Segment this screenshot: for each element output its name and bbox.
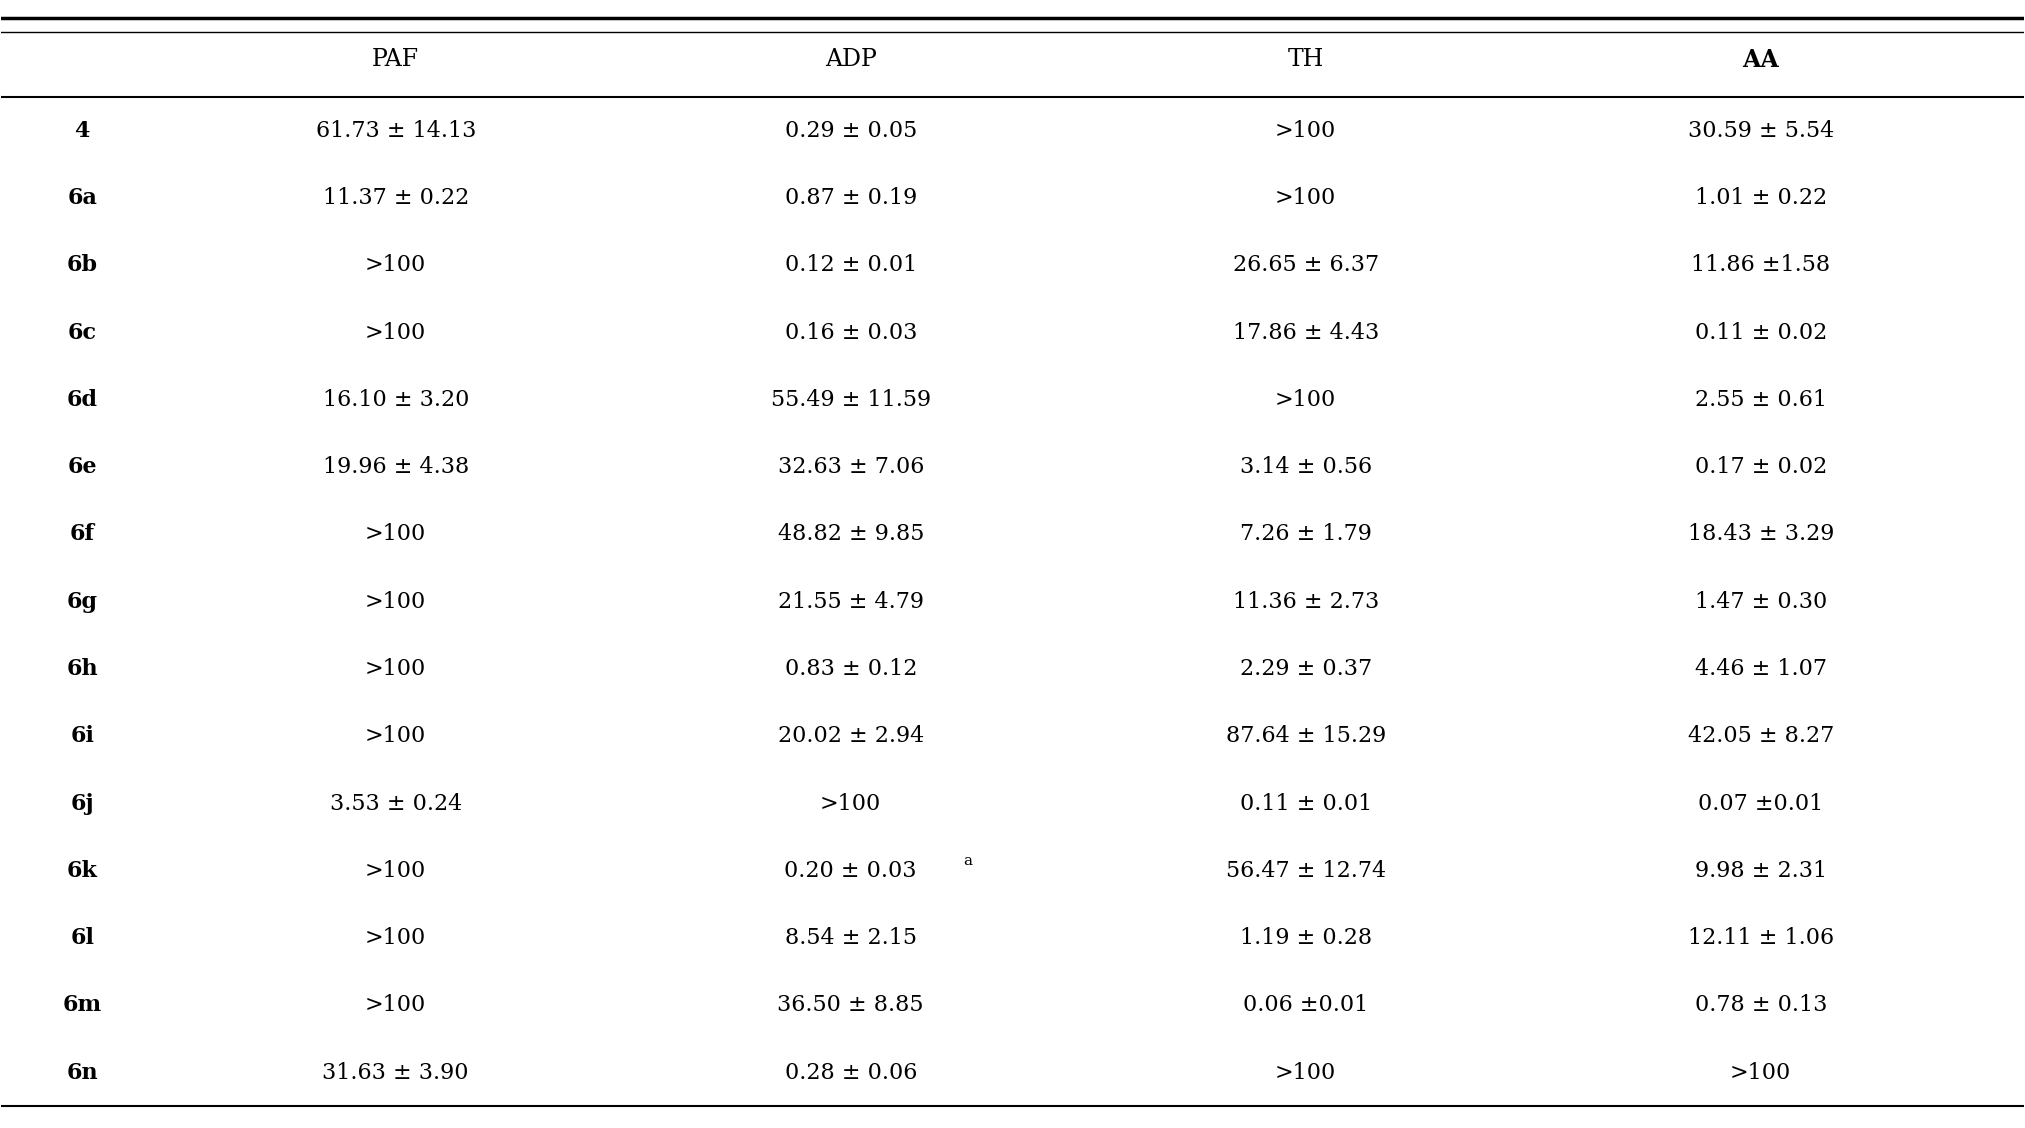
Text: a: a (964, 854, 972, 867)
Text: 0.16 ± 0.03: 0.16 ± 0.03 (784, 321, 917, 344)
Text: 6j: 6j (71, 793, 93, 814)
Text: 0.17 ± 0.02: 0.17 ± 0.02 (1695, 456, 1827, 478)
Text: 6c: 6c (67, 321, 97, 344)
Text: 0.07 ±0.01: 0.07 ±0.01 (1699, 793, 1822, 814)
Text: 26.65 ± 6.37: 26.65 ± 6.37 (1233, 254, 1379, 276)
Text: 6h: 6h (67, 658, 97, 680)
Text: 21.55 ± 4.79: 21.55 ± 4.79 (778, 591, 923, 613)
Text: 7.26 ± 1.79: 7.26 ± 1.79 (1239, 523, 1371, 546)
Text: 31.63 ± 3.90: 31.63 ± 3.90 (322, 1061, 470, 1084)
Text: 6n: 6n (67, 1061, 97, 1084)
Text: >100: >100 (1729, 1061, 1792, 1084)
Text: >100: >100 (1276, 389, 1336, 411)
Text: 16.10 ± 3.20: 16.10 ± 3.20 (322, 389, 470, 411)
Text: 30.59 ± 5.54: 30.59 ± 5.54 (1687, 120, 1835, 142)
Text: >100: >100 (364, 725, 427, 747)
Text: 0.12 ± 0.01: 0.12 ± 0.01 (784, 254, 917, 276)
Text: 4.46 ± 1.07: 4.46 ± 1.07 (1695, 658, 1827, 680)
Text: 2.55 ± 0.61: 2.55 ± 0.61 (1695, 389, 1827, 411)
Text: 0.28 ± 0.06: 0.28 ± 0.06 (784, 1061, 917, 1084)
Text: 17.86 ± 4.43: 17.86 ± 4.43 (1233, 321, 1379, 344)
Text: >100: >100 (364, 523, 427, 546)
Text: 6m: 6m (63, 995, 101, 1016)
Text: 9.98 ± 2.31: 9.98 ± 2.31 (1695, 860, 1827, 882)
Text: >100: >100 (364, 254, 427, 276)
Text: >100: >100 (364, 860, 427, 882)
Text: >100: >100 (1276, 187, 1336, 209)
Text: 6d: 6d (67, 389, 97, 411)
Text: 11.36 ± 2.73: 11.36 ± 2.73 (1233, 591, 1379, 613)
Text: 48.82 ± 9.85: 48.82 ± 9.85 (778, 523, 923, 546)
Text: 19.96 ± 4.38: 19.96 ± 4.38 (322, 456, 470, 478)
Text: 11.86 ±1.58: 11.86 ±1.58 (1691, 254, 1831, 276)
Text: >100: >100 (364, 321, 427, 344)
Text: 42.05 ± 8.27: 42.05 ± 8.27 (1687, 725, 1835, 747)
Text: 0.11 ± 0.01: 0.11 ± 0.01 (1239, 793, 1371, 814)
Text: AA: AA (1742, 47, 1780, 72)
Text: PAF: PAF (373, 49, 419, 71)
Text: 11.37 ± 0.22: 11.37 ± 0.22 (322, 187, 470, 209)
Text: >100: >100 (364, 995, 427, 1016)
Text: 6g: 6g (67, 591, 97, 613)
Text: 87.64 ± 15.29: 87.64 ± 15.29 (1225, 725, 1385, 747)
Text: 2.29 ± 0.37: 2.29 ± 0.37 (1239, 658, 1371, 680)
Text: 3.14 ± 0.56: 3.14 ± 0.56 (1239, 456, 1371, 478)
Text: 0.29 ± 0.05: 0.29 ± 0.05 (784, 120, 917, 142)
Text: 0.87 ± 0.19: 0.87 ± 0.19 (784, 187, 917, 209)
Text: 4: 4 (75, 120, 89, 142)
Text: 8.54 ± 2.15: 8.54 ± 2.15 (786, 927, 917, 949)
Text: 6l: 6l (71, 927, 95, 949)
Text: >100: >100 (364, 591, 427, 613)
Text: 56.47 ± 12.74: 56.47 ± 12.74 (1225, 860, 1385, 882)
Text: 6a: 6a (67, 187, 97, 209)
Text: 18.43 ± 3.29: 18.43 ± 3.29 (1687, 523, 1835, 546)
Text: 6b: 6b (67, 254, 97, 276)
Text: 36.50 ± 8.85: 36.50 ± 8.85 (778, 995, 923, 1016)
Text: 1.19 ± 0.28: 1.19 ± 0.28 (1239, 927, 1371, 949)
Text: TH: TH (1288, 49, 1324, 71)
Text: ADP: ADP (824, 49, 877, 71)
Text: >100: >100 (364, 658, 427, 680)
Text: 3.53 ± 0.24: 3.53 ± 0.24 (330, 793, 462, 814)
Text: 55.49 ± 11.59: 55.49 ± 11.59 (772, 389, 932, 411)
Text: 0.20 ± 0.03: 0.20 ± 0.03 (784, 860, 917, 882)
Text: 0.06 ±0.01: 0.06 ±0.01 (1243, 995, 1369, 1016)
Text: >100: >100 (820, 793, 881, 814)
Text: 6i: 6i (71, 725, 95, 747)
Text: 6e: 6e (67, 456, 97, 478)
Text: 0.11 ± 0.02: 0.11 ± 0.02 (1695, 321, 1827, 344)
Text: 1.01 ± 0.22: 1.01 ± 0.22 (1695, 187, 1827, 209)
Text: >100: >100 (364, 927, 427, 949)
Text: 32.63 ± 7.06: 32.63 ± 7.06 (778, 456, 923, 478)
Text: 1.47 ± 0.30: 1.47 ± 0.30 (1695, 591, 1827, 613)
Text: 12.11 ± 1.06: 12.11 ± 1.06 (1687, 927, 1835, 949)
Text: 0.83 ± 0.12: 0.83 ± 0.12 (784, 658, 917, 680)
Text: 61.73 ± 14.13: 61.73 ± 14.13 (316, 120, 476, 142)
Text: 0.78 ± 0.13: 0.78 ± 0.13 (1695, 995, 1827, 1016)
Text: 6k: 6k (67, 860, 97, 882)
Text: >100: >100 (1276, 1061, 1336, 1084)
Text: 6f: 6f (69, 523, 95, 546)
Text: 20.02 ± 2.94: 20.02 ± 2.94 (778, 725, 923, 747)
Text: >100: >100 (1276, 120, 1336, 142)
